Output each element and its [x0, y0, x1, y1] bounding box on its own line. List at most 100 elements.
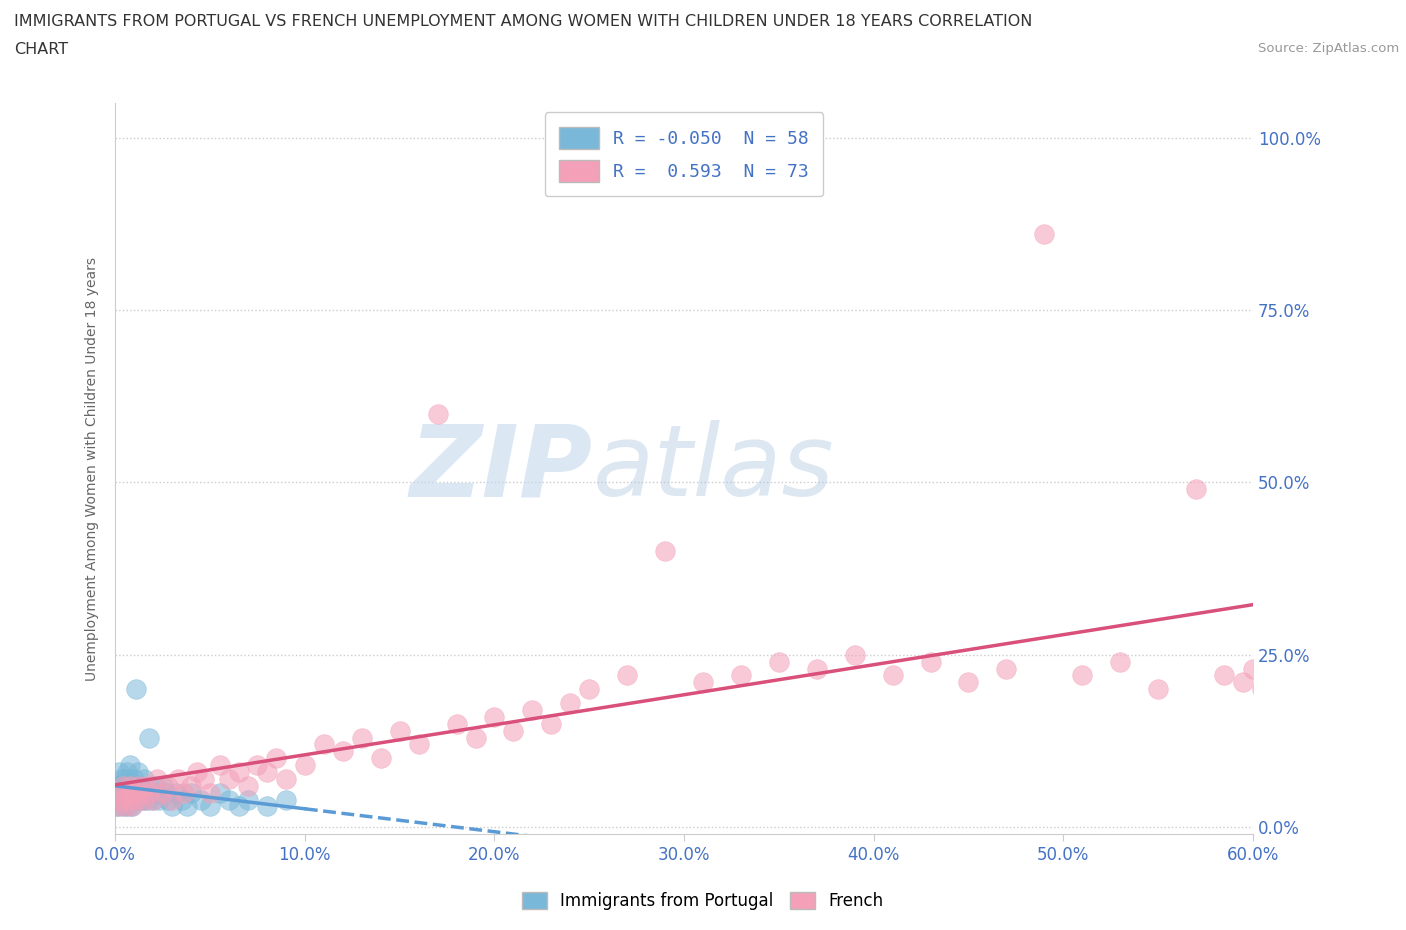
- Point: [426, 406, 449, 421]
- Point: [122, 785, 145, 800]
- Point: [115, 792, 138, 807]
- Point: [105, 799, 128, 814]
- Point: [138, 785, 160, 800]
- Point: [111, 792, 134, 807]
- Point: [806, 661, 828, 676]
- Point: [135, 778, 157, 793]
- Point: [370, 751, 392, 765]
- Point: [108, 792, 131, 807]
- Point: [218, 792, 240, 807]
- Point: [198, 785, 221, 800]
- Point: [1071, 668, 1094, 683]
- Point: [312, 737, 335, 751]
- Point: [117, 772, 139, 787]
- Point: [228, 764, 250, 779]
- Point: [148, 792, 170, 807]
- Point: [170, 792, 193, 807]
- Point: [408, 737, 430, 751]
- Point: [120, 792, 142, 807]
- Point: [190, 792, 212, 807]
- Legend: R = -0.050  N = 58, R =  0.593  N = 73: R = -0.050 N = 58, R = 0.593 N = 73: [544, 113, 824, 196]
- Point: [236, 792, 259, 807]
- Point: [208, 758, 231, 773]
- Point: [198, 799, 221, 814]
- Point: [165, 785, 187, 800]
- Point: [125, 792, 148, 807]
- Point: [110, 772, 132, 787]
- Point: [274, 792, 297, 807]
- Point: [274, 772, 297, 787]
- Point: [236, 778, 259, 793]
- Point: [146, 772, 169, 787]
- Point: [129, 785, 152, 800]
- Point: [186, 764, 208, 779]
- Point: [1185, 482, 1208, 497]
- Point: [114, 785, 136, 800]
- Point: [1241, 661, 1264, 676]
- Point: [464, 730, 486, 745]
- Text: CHART: CHART: [14, 42, 67, 57]
- Point: [136, 792, 159, 807]
- Point: [115, 764, 138, 779]
- Point: [540, 716, 562, 731]
- Point: [560, 696, 582, 711]
- Point: [127, 764, 149, 779]
- Point: [157, 792, 180, 807]
- Point: [208, 785, 231, 800]
- Point: [193, 772, 215, 787]
- Point: [1261, 668, 1284, 683]
- Point: [146, 785, 169, 800]
- Point: [256, 799, 278, 814]
- Point: [120, 778, 142, 793]
- Point: [131, 785, 153, 800]
- Point: [121, 799, 143, 814]
- Text: IMMIGRANTS FROM PORTUGAL VS FRENCH UNEMPLOYMENT AMONG WOMEN WITH CHILDREN UNDER : IMMIGRANTS FROM PORTUGAL VS FRENCH UNEMP…: [14, 14, 1032, 29]
- Point: [121, 785, 143, 800]
- Point: [152, 785, 174, 800]
- Point: [132, 772, 155, 787]
- Point: [129, 792, 152, 807]
- Point: [957, 675, 980, 690]
- Point: [120, 758, 142, 773]
- Point: [180, 785, 202, 800]
- Point: [246, 758, 269, 773]
- Point: [105, 799, 128, 814]
- Text: atlas: atlas: [593, 420, 835, 517]
- Point: [143, 778, 166, 793]
- Point: [142, 792, 165, 807]
- Text: Source: ZipAtlas.com: Source: ZipAtlas.com: [1258, 42, 1399, 55]
- Point: [173, 785, 195, 800]
- Point: [484, 710, 506, 724]
- Point: [166, 772, 188, 787]
- Point: [132, 792, 155, 807]
- Point: [654, 544, 676, 559]
- Point: [692, 675, 714, 690]
- Point: [180, 778, 202, 793]
- Point: [141, 785, 163, 800]
- Point: [522, 702, 544, 717]
- Point: [110, 799, 132, 814]
- Point: [1279, 675, 1302, 690]
- Point: [882, 668, 904, 683]
- Point: [152, 778, 174, 793]
- Point: [129, 778, 152, 793]
- Point: [111, 778, 134, 793]
- Point: [142, 792, 165, 807]
- Point: [160, 792, 183, 807]
- Point: [350, 730, 373, 745]
- Point: [117, 799, 139, 814]
- Point: [388, 724, 411, 738]
- Point: [1213, 668, 1236, 683]
- Point: [176, 799, 198, 814]
- Point: [294, 758, 316, 773]
- Point: [127, 785, 149, 800]
- Point: [114, 799, 136, 814]
- Y-axis label: Unemployment Among Women with Children Under 18 years: Unemployment Among Women with Children U…: [86, 257, 100, 681]
- Point: [616, 668, 638, 683]
- Point: [127, 778, 149, 793]
- Point: [844, 647, 866, 662]
- Point: [114, 772, 136, 787]
- Point: [218, 772, 240, 787]
- Point: [110, 785, 132, 800]
- Point: [266, 751, 288, 765]
